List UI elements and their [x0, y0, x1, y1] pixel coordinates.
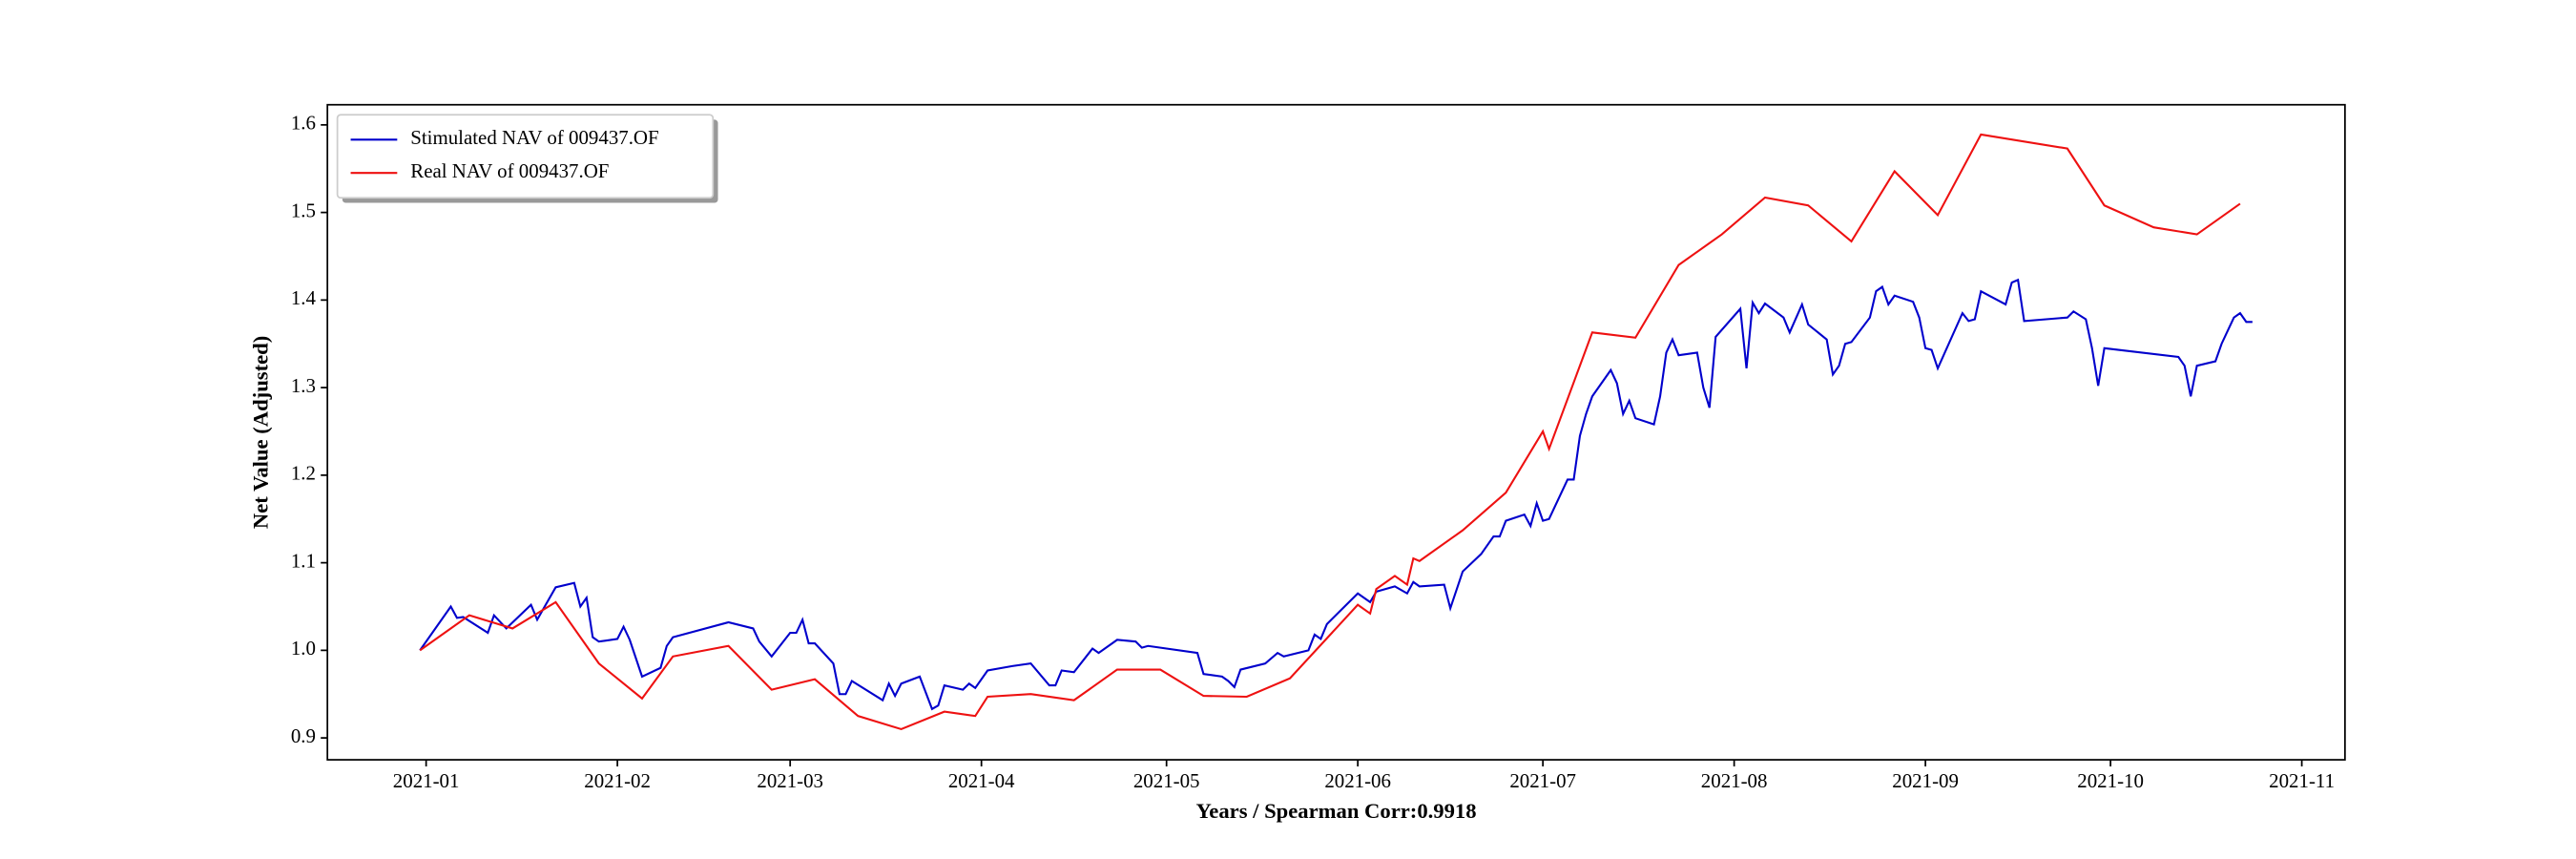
x-tick-label: 2021-05	[1133, 769, 1200, 792]
legend-label: Stimulated NAV of 009437.OF	[410, 126, 658, 149]
x-tick-label: 2021-11	[2269, 769, 2335, 792]
y-tick-label: 1.1	[291, 549, 316, 572]
legend	[336, 114, 715, 199]
x-tick-label: 2021-03	[757, 769, 823, 792]
y-tick-label: 0.9	[291, 724, 316, 747]
x-axis-label: Years / Spearman Corr:0.9918	[1195, 799, 1476, 823]
y-tick-label: 1.4	[291, 286, 317, 309]
y-tick-label: 1.2	[291, 462, 316, 485]
legend-label: Real NAV of 009437.OF	[410, 159, 609, 182]
series-line	[419, 278, 2253, 711]
x-tick-label: 2021-06	[1324, 769, 1391, 792]
x-tick-label: 2021-08	[1701, 769, 1768, 792]
y-tick-label: 1.6	[291, 112, 316, 135]
y-axis-label: Net Value (Adjusted)	[248, 336, 272, 529]
x-tick-label: 2021-02	[584, 769, 651, 792]
y-tick-label: 1.3	[291, 374, 316, 397]
x-tick-label: 2021-07	[1509, 769, 1576, 792]
y-tick-label: 1.5	[291, 199, 316, 221]
x-tick-label: 2021-04	[948, 769, 1015, 792]
x-tick-label: 2021-09	[1892, 769, 1959, 792]
plot-frame	[326, 103, 2346, 761]
x-tick-label: 2021-10	[2077, 769, 2144, 792]
y-tick-label: 1.0	[291, 637, 316, 660]
series-line	[419, 133, 2241, 731]
x-tick-label: 2021-01	[393, 769, 460, 792]
